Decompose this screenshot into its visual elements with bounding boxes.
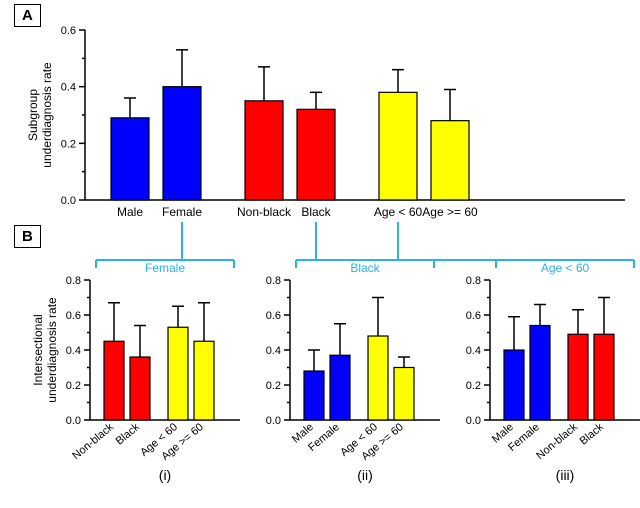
svg-text:0.0: 0.0 — [466, 415, 481, 427]
svg-text:0.0: 0.0 — [266, 415, 281, 427]
svg-text:0.0: 0.0 — [61, 195, 76, 207]
svg-text:(ii): (ii) — [357, 467, 373, 483]
svg-text:Subgroupunderdiagnosis rate: Subgroupunderdiagnosis rate — [26, 62, 54, 168]
svg-text:(i): (i) — [159, 467, 171, 483]
svg-text:Female: Female — [162, 205, 202, 219]
svg-text:0.2: 0.2 — [66, 380, 81, 392]
svg-text:0.8: 0.8 — [266, 275, 281, 287]
svg-text:0.4: 0.4 — [61, 82, 76, 94]
svg-text:Black: Black — [114, 421, 143, 448]
svg-text:0.6: 0.6 — [66, 310, 81, 322]
svg-text:0.6: 0.6 — [266, 310, 281, 322]
svg-text:Age < 60: Age < 60 — [541, 261, 590, 275]
svg-text:Non-black: Non-black — [237, 205, 292, 219]
svg-text:Black: Black — [578, 421, 607, 448]
figure-svg: 0.0 0.2 0.4 0.6 Subgroupunderdiagnosis rate M… — [0, 0, 640, 508]
svg-text:Male: Male — [117, 205, 143, 219]
svg-text:0.4: 0.4 — [466, 345, 481, 357]
svg-text:Intersectionalunderdiagnosis r: Intersectionalunderdiagnosis rate — [31, 297, 59, 403]
svg-text:Female: Female — [145, 261, 185, 275]
svg-text:0.8: 0.8 — [66, 275, 81, 287]
svg-text:Age >= 60: Age >= 60 — [422, 205, 478, 219]
svg-text:Age < 60: Age < 60 — [374, 205, 423, 219]
svg-text:Black: Black — [301, 205, 331, 219]
svg-text:0.6: 0.6 — [466, 310, 481, 322]
svg-text:Non-black: Non-black — [534, 421, 580, 462]
svg-text:0.2: 0.2 — [466, 380, 481, 392]
svg-text:0.2: 0.2 — [266, 380, 281, 392]
svg-text:0.0: 0.0 — [66, 415, 81, 427]
svg-text:0.4: 0.4 — [66, 345, 81, 357]
svg-text:0.2: 0.2 — [61, 138, 76, 150]
svg-text:0.8: 0.8 — [466, 275, 481, 287]
svg-text:Black: Black — [350, 261, 380, 275]
svg-text:0.6: 0.6 — [61, 25, 76, 37]
svg-text:0.4: 0.4 — [266, 345, 281, 357]
svg-text:(iii): (iii) — [556, 467, 575, 483]
